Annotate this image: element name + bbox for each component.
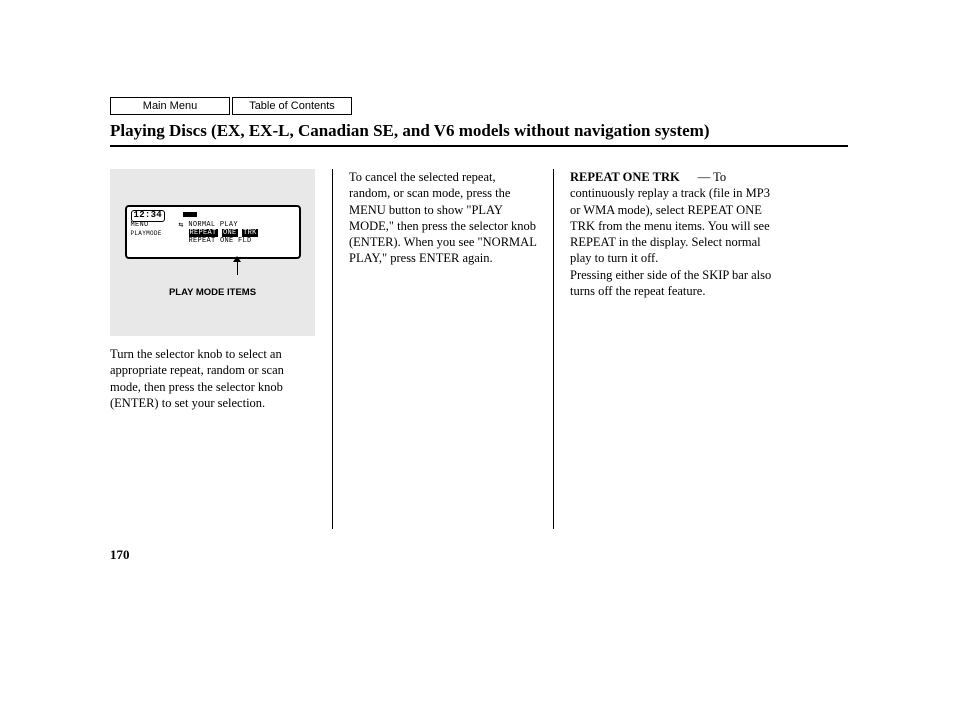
- nav-button-row: Main Menu Table of Contents: [110, 97, 848, 115]
- main-menu-button[interactable]: Main Menu: [110, 97, 230, 115]
- lcd-playmode-label: PLAYMODE: [131, 231, 179, 237]
- content-columns: 12:34 MENU ⇆ NORMAL PLAY PLAYMODE REPEAT…: [110, 169, 848, 529]
- callout-pointer: [125, 259, 301, 281]
- col2-paragraph: To cancel the selected repeat, random, o…: [349, 169, 537, 267]
- col3-paragraph-2: Pressing either side of the SKIP bar als…: [570, 267, 776, 300]
- col3-lead-text: — To continuously replay a track (file i…: [570, 170, 770, 265]
- lcd-line-repeat-fld: REPEAT ONE FLD: [189, 238, 252, 245]
- figure-caption: PLAY MODE ITEMS: [169, 287, 256, 299]
- repeat-one-trk-heading: REPEAT ONE TRK: [570, 170, 680, 184]
- col1-paragraph: Turn the selector knob to select an appr…: [110, 346, 316, 411]
- lcd-repeat-hl: REPEAT: [189, 229, 218, 237]
- table-of-contents-button[interactable]: Table of Contents: [232, 97, 352, 115]
- lcd-time: 12:34: [131, 210, 166, 221]
- page-number: 170: [110, 547, 130, 563]
- manual-page: Main Menu Table of Contents Playing Disc…: [110, 97, 848, 529]
- lcd-display: 12:34 MENU ⇆ NORMAL PLAY PLAYMODE REPEAT…: [125, 205, 301, 259]
- lcd-menu-label: MENU: [131, 222, 179, 229]
- column-3: REPEAT ONE TRK— To continuously replay a…: [554, 169, 776, 529]
- lcd-one-hl: ONE: [222, 229, 238, 237]
- lcd-arrows-icon: ⇆: [179, 222, 183, 230]
- page-title: Playing Discs (EX, EX-L, Canadian SE, an…: [110, 121, 848, 147]
- lcd-trk-hl: TRK: [242, 229, 258, 237]
- column-2: To cancel the selected repeat, random, o…: [332, 169, 554, 529]
- arrow-line-icon: [237, 259, 238, 275]
- column-1: 12:34 MENU ⇆ NORMAL PLAY PLAYMODE REPEAT…: [110, 169, 332, 529]
- play-mode-figure: 12:34 MENU ⇆ NORMAL PLAY PLAYMODE REPEAT…: [110, 169, 315, 336]
- col3-paragraph-1: REPEAT ONE TRK— To continuously replay a…: [570, 169, 776, 267]
- lcd-bar-icon: [183, 212, 197, 217]
